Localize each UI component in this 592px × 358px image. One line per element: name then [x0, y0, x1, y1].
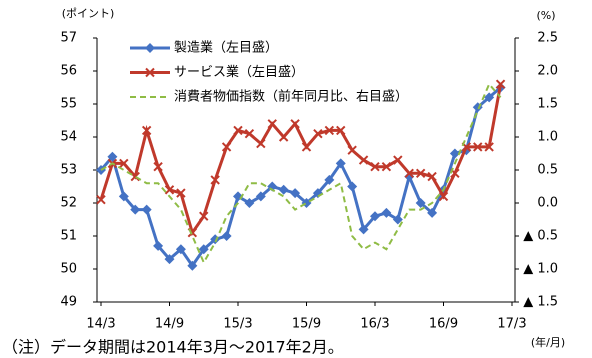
point	[393, 155, 403, 165]
point	[381, 207, 392, 218]
y2-tick-label: 1.0	[537, 130, 558, 145]
point	[358, 155, 369, 165]
point	[278, 132, 289, 142]
legend-label: 製造業（左目盛）	[174, 40, 278, 56]
point	[175, 244, 186, 255]
y2-tick-label: 2.5	[537, 31, 558, 46]
y-tick-label: 52	[60, 196, 77, 211]
point	[164, 254, 175, 265]
point	[324, 174, 335, 185]
point	[404, 168, 414, 179]
point	[141, 204, 152, 215]
point	[484, 92, 495, 103]
x-tick-label: 16/3	[360, 317, 389, 332]
point	[473, 142, 483, 152]
y2-tick-label: 0.0	[537, 196, 558, 211]
y2-tick-label: ▲ 0.5	[523, 229, 558, 244]
point	[370, 211, 380, 222]
point	[199, 211, 209, 221]
point	[415, 198, 426, 208]
x-tick-label: 16/9	[429, 317, 458, 332]
point	[313, 128, 323, 139]
point	[244, 128, 255, 139]
point	[449, 148, 460, 159]
y2-tick-label: 2.0	[537, 64, 558, 79]
x-tick-label: 15/9	[292, 317, 321, 332]
point	[96, 194, 106, 205]
point	[324, 125, 335, 136]
y-tick-label: 54	[60, 130, 77, 145]
point	[415, 168, 426, 179]
point	[484, 142, 494, 152]
y-unit-label: (ポイント)	[62, 7, 115, 20]
x-tick-label: 14/3	[86, 317, 115, 332]
point	[278, 184, 289, 195]
point	[153, 161, 163, 172]
point	[347, 145, 357, 155]
point	[347, 181, 358, 192]
point	[427, 207, 438, 218]
legend-label: 消費者物価指数（前年同月比、右目盛）	[174, 89, 408, 105]
point	[221, 142, 232, 152]
point	[118, 191, 129, 202]
point	[255, 191, 266, 202]
y-tick-label: 49	[60, 295, 77, 310]
point	[153, 240, 164, 251]
point	[427, 171, 437, 182]
point	[198, 244, 209, 255]
y-tick-label: 51	[60, 229, 77, 244]
x-tick-label: 17/3	[497, 317, 526, 332]
y-tick-label: 57	[60, 31, 77, 46]
y-tick-label: 56	[60, 64, 77, 79]
x-tick-label: 14/9	[155, 317, 184, 332]
point	[107, 151, 118, 162]
point	[130, 204, 141, 215]
y2-tick-label: ▲ 1.5	[523, 295, 558, 310]
point	[176, 188, 186, 198]
point	[335, 158, 346, 169]
legend-marker	[145, 67, 155, 78]
legend-label: サービス業（左目盛）	[174, 64, 304, 80]
y2-tick-label: ▲ 1.0	[523, 262, 558, 277]
y2-unit-label: (%)	[536, 9, 555, 22]
point	[301, 142, 312, 152]
point	[392, 214, 403, 225]
point	[221, 231, 232, 241]
point	[256, 138, 266, 149]
point	[119, 158, 129, 169]
y2-tick-label: 1.5	[537, 97, 558, 112]
series-line	[99, 86, 502, 269]
point	[290, 188, 301, 199]
point	[290, 119, 300, 129]
point	[370, 161, 380, 172]
point	[267, 119, 277, 129]
point	[244, 198, 255, 208]
series-line	[100, 82, 502, 265]
point	[210, 175, 220, 185]
point	[233, 125, 243, 136]
legend-marker	[145, 43, 155, 53]
series-line	[99, 83, 503, 237]
point	[141, 125, 152, 136]
point	[358, 224, 369, 235]
point	[438, 191, 449, 202]
point	[495, 79, 506, 89]
x-unit-label: (年/月)	[531, 335, 565, 349]
y-tick-label: 55	[60, 97, 77, 112]
y-tick-label: 53	[60, 163, 77, 178]
y-tick-label: 50	[60, 262, 77, 277]
point	[336, 125, 346, 136]
point	[164, 185, 175, 195]
note: （注）データ期間は2014年3月～2017年2月。	[2, 338, 344, 357]
y2-tick-label: 0.5	[537, 163, 558, 178]
point	[381, 161, 392, 172]
point	[187, 260, 198, 271]
x-tick-label: 15/3	[223, 317, 252, 332]
